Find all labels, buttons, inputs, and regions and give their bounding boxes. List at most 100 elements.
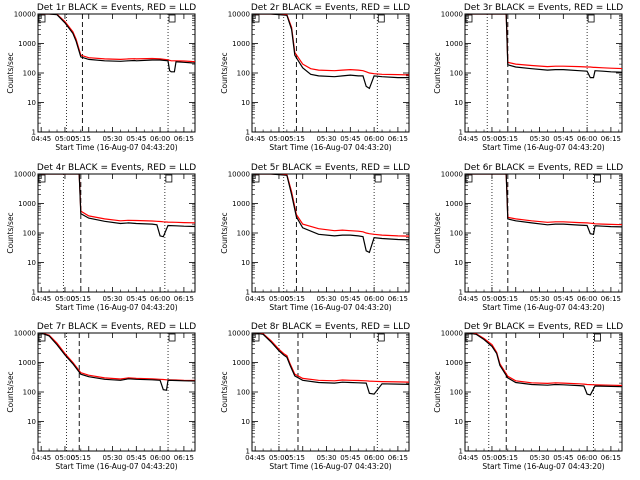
y-tick-label: 100	[23, 389, 36, 397]
x-tick-label: 06:15	[388, 295, 408, 303]
x-tick-label: 05:00	[482, 295, 502, 303]
y-tick-label: 100	[450, 70, 463, 78]
panel-6: Det 6r BLACK = Events, RED = LLD 1 10 100 10…	[433, 163, 623, 312]
y-tick-label: 1	[32, 289, 36, 297]
lld-series-line	[41, 333, 195, 382]
panel-8: Det 8r BLACK = Events, RED = LLD 1 10 100 10…	[220, 322, 410, 471]
y-tick-label: 1000	[18, 359, 36, 367]
events-series-line	[40, 333, 195, 391]
y-axis-label: Counts/sec	[6, 371, 15, 412]
y-tick-label: 10000	[14, 11, 36, 19]
y-axis-label: Counts/sec	[433, 52, 442, 93]
y-tick-label: 1	[246, 448, 250, 456]
y-tick-label: 1	[246, 289, 250, 297]
end-flag	[374, 174, 382, 183]
panel-5: Det 5r BLACK = Events, RED = LLD 1 10 100 10…	[220, 163, 410, 312]
x-tick-label: 04:45	[31, 454, 51, 462]
x-tick-label: 05:15	[285, 454, 305, 462]
x-tick-label: 05:30	[316, 454, 336, 462]
events-series-line	[255, 14, 409, 90]
end-flag	[594, 333, 601, 342]
start-flag	[465, 333, 473, 342]
y-tick-label: 1	[32, 448, 36, 456]
end-flag	[168, 333, 176, 342]
x-tick-label: 05:45	[126, 454, 146, 462]
y-tick-label: 10000	[441, 171, 463, 179]
y-axis-label: Counts/sec	[220, 371, 229, 412]
start-flag	[38, 333, 46, 342]
y-tick-label: 1	[459, 129, 463, 137]
y-tick-label: 100	[237, 230, 250, 238]
x-tick-label: 06:00	[364, 135, 384, 143]
x-tick-label: 06:15	[174, 135, 194, 143]
y-tick-label: 10	[454, 418, 463, 426]
x-axis-label: Start Time (16-Aug-07 04:43:20)	[482, 462, 604, 471]
y-tick-label: 10	[454, 259, 463, 267]
y-tick-label: 100	[23, 70, 36, 78]
x-tick-label: 05:45	[340, 135, 360, 143]
y-tick-label: 1000	[18, 200, 36, 208]
x-tick-label: 05:00	[269, 454, 289, 462]
start-flag	[38, 174, 46, 183]
y-tick-label: 1000	[445, 200, 463, 208]
x-tick-label: 05:15	[498, 454, 518, 462]
lld-series-line	[255, 333, 409, 383]
y-tick-label: 1000	[232, 200, 250, 208]
x-tick-label: 04:45	[458, 295, 478, 303]
y-tick-label: 10	[241, 99, 250, 107]
panel-title: Det 8r BLACK = Events, RED = LLD	[251, 322, 410, 332]
x-tick-label: 05:30	[529, 295, 549, 303]
y-axis-label: Counts/sec	[433, 371, 442, 412]
x-tick-label: 05:15	[498, 295, 518, 303]
x-axis-label: Start Time (16-Aug-07 04:43:20)	[269, 303, 391, 312]
x-tick-label: 05:00	[269, 295, 289, 303]
plot-frame	[251, 173, 410, 293]
x-tick-label: 05:00	[55, 295, 75, 303]
x-tick-label: 04:45	[31, 135, 51, 143]
x-tick-label: 06:15	[174, 295, 194, 303]
events-series-line	[468, 174, 622, 236]
y-tick-label: 10000	[14, 330, 36, 338]
y-axis-label: Counts/sec	[220, 52, 229, 93]
x-tick-label: 05:15	[71, 295, 91, 303]
x-axis-label: Start Time (16-Aug-07 04:43:20)	[55, 462, 177, 471]
y-tick-label: 100	[237, 70, 250, 78]
plot-frame	[251, 13, 410, 133]
y-tick-label: 10	[27, 418, 36, 426]
x-tick-label: 05:45	[340, 454, 360, 462]
x-tick-label: 05:15	[498, 135, 518, 143]
x-tick-label: 04:45	[31, 295, 51, 303]
x-tick-label: 06:15	[388, 454, 408, 462]
y-axis-label: Counts/sec	[6, 52, 15, 93]
plot-frame	[464, 13, 623, 133]
x-tick-label: 05:30	[102, 295, 122, 303]
y-tick-label: 10	[454, 99, 463, 107]
events-series-line	[255, 333, 409, 395]
x-tick-label: 06:15	[601, 295, 621, 303]
x-tick-label: 05:45	[126, 135, 146, 143]
x-tick-label: 06:15	[601, 454, 621, 462]
x-tick-label: 06:15	[174, 454, 194, 462]
x-tick-label: 05:45	[553, 454, 573, 462]
panel-title: Det 7r BLACK = Events, RED = LLD	[37, 322, 196, 332]
plot-frame	[464, 173, 623, 293]
events-series-line	[41, 14, 195, 73]
y-tick-label: 10	[241, 259, 250, 267]
end-flag	[377, 333, 385, 342]
events-series-line	[468, 333, 622, 396]
start-flag	[465, 14, 473, 23]
y-tick-label: 1000	[232, 40, 250, 48]
x-tick-label: 05:45	[340, 295, 360, 303]
panel-title: Det 6r BLACK = Events, RED = LLD	[464, 163, 623, 173]
x-tick-label: 05:30	[102, 454, 122, 462]
panel-7: Det 7r BLACK = Events, RED = LLD 1 10 100 10…	[6, 322, 196, 471]
x-tick-label: 06:00	[364, 295, 384, 303]
x-tick-label: 04:45	[245, 295, 265, 303]
y-tick-label: 10	[27, 259, 36, 267]
panel-1: Det 1r BLACK = Events, RED = LLD 1 10 100 10…	[6, 3, 196, 152]
lld-series-line	[41, 14, 195, 63]
lld-series-line	[468, 333, 622, 387]
events-series-line	[41, 174, 195, 238]
panel-title: Det 4r BLACK = Events, RED = LLD	[37, 163, 196, 173]
